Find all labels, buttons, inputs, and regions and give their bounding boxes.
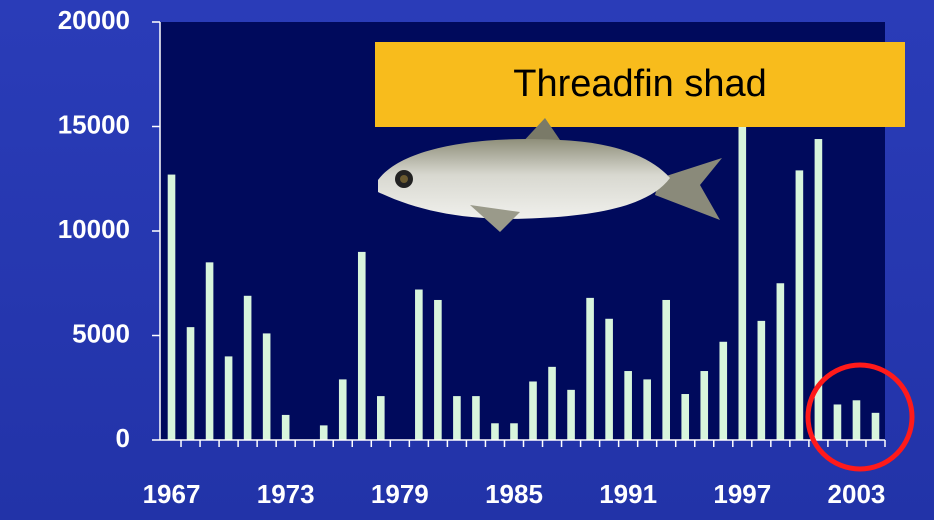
x-tick-label: 1973 — [257, 479, 315, 509]
bar — [738, 105, 747, 440]
bar — [281, 414, 290, 440]
bar — [186, 327, 195, 440]
x-tick-label: 1967 — [143, 479, 201, 509]
bar — [605, 318, 613, 440]
bar — [491, 423, 499, 440]
bar — [719, 341, 728, 440]
bar — [376, 396, 385, 440]
bar — [415, 289, 423, 440]
bar — [662, 299, 671, 440]
bar — [167, 174, 176, 440]
bar — [795, 170, 804, 440]
bar — [243, 295, 252, 440]
bar — [757, 320, 766, 440]
bar — [338, 379, 347, 440]
bar — [529, 381, 537, 440]
bar — [510, 423, 518, 440]
y-tick-label: 0 — [116, 423, 130, 453]
bar — [586, 297, 594, 440]
bar — [852, 400, 861, 440]
x-tick-label: 1997 — [713, 479, 771, 509]
x-tick-label: 1979 — [371, 479, 429, 509]
bar — [205, 262, 214, 440]
bar — [776, 283, 785, 440]
bar — [643, 379, 651, 440]
bar — [700, 371, 709, 440]
bar — [434, 299, 442, 440]
bar — [871, 412, 880, 440]
fish-image — [378, 118, 722, 232]
annotation-box — [375, 42, 905, 127]
bar — [319, 425, 328, 440]
x-tick-label: 2003 — [828, 479, 886, 509]
annotation: Threadfin shad — [513, 63, 767, 105]
bar — [472, 396, 480, 440]
bar — [624, 371, 632, 440]
highlight-circle — [805, 362, 915, 472]
bar — [567, 389, 575, 440]
y-tick-label: 5000 — [72, 318, 130, 348]
bar — [681, 394, 690, 440]
bar — [548, 366, 556, 440]
bar — [357, 251, 366, 440]
y-tick-label: 15000 — [58, 109, 130, 139]
bar — [262, 333, 271, 440]
y-tick-label: 10000 — [58, 214, 130, 244]
bar — [814, 139, 823, 441]
x-tick-label: 1991 — [599, 479, 657, 509]
x-tick-label: 1985 — [485, 479, 543, 509]
y-tick-label: 20000 — [58, 5, 130, 35]
bar — [224, 356, 233, 440]
bar — [833, 404, 842, 440]
bar — [453, 396, 461, 440]
